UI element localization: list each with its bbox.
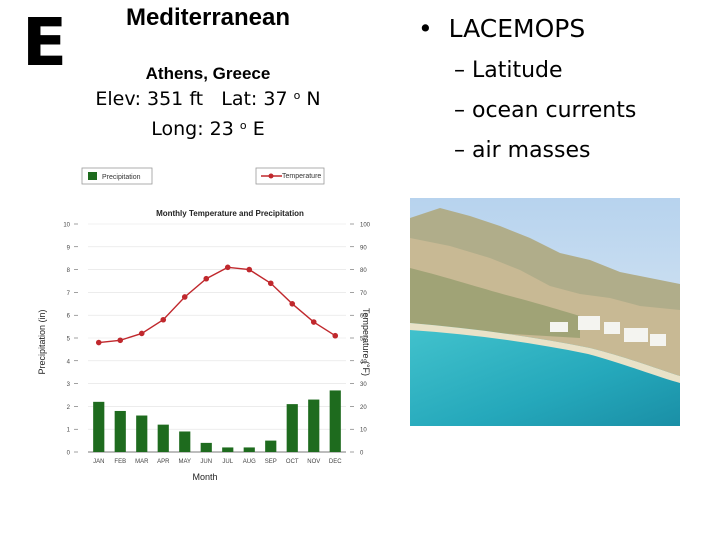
latitude-degree: o (293, 89, 301, 102)
latitude-direction: N (306, 88, 321, 110)
precip-bar-apr (157, 424, 169, 452)
month-label-oct: OCT (286, 459, 299, 465)
tick-label-right: 60 (360, 314, 367, 320)
precip-bar-dec (329, 390, 341, 452)
temperature-point-apr (160, 316, 167, 323)
tick-label-left: 3 (67, 382, 71, 388)
tick-label-right: 100 (360, 223, 371, 229)
chart-title: Monthly Temperature and Precipitation (156, 209, 304, 218)
temperature-point-oct (289, 301, 296, 307)
month-label-mar: MAR (135, 459, 149, 465)
tick-label-left: 6 (67, 314, 71, 320)
tick-label-right: 70 (360, 291, 367, 297)
legend-swatch-precip (88, 172, 97, 180)
tick-label-left: 1 (67, 428, 71, 434)
month-label-may: MAY (178, 459, 191, 465)
month-label-aug: AUG (243, 459, 256, 465)
tick-label-left: 2 (67, 405, 71, 411)
bullet-main-text: LACEMOPS (448, 14, 586, 43)
temperature-point-jul (224, 264, 231, 271)
precip-bar-mar (136, 415, 148, 452)
tick-label-left: 4 (67, 359, 71, 365)
month-label-jun: JUN (200, 459, 212, 465)
city-name: Athens, Greece (145, 64, 271, 83)
precip-bar-may (179, 431, 191, 452)
section-letter: E (22, 4, 68, 81)
tick-label-left: 7 (67, 291, 71, 297)
month-label-nov: NOV (307, 459, 320, 465)
longitude-text: Long: 23 (151, 118, 234, 140)
month-label-feb: FEB (114, 459, 126, 465)
y-axis-right-label: Temperature (°F) (361, 308, 371, 376)
elevation-text: Elev: 351 ft (95, 88, 204, 110)
longitude-line: Long: 23 o E (60, 118, 356, 140)
sub-bullet-text: Latitude (472, 58, 563, 83)
sub-bullet-text: ocean currents (472, 98, 637, 123)
month-label-jul: JUL (222, 459, 233, 465)
tick-label-right: 80 (360, 268, 367, 274)
sub-bullet-air-masses: – air masses (454, 138, 591, 163)
precip-bar-jun (200, 442, 212, 452)
sub-bullet-text: air masses (472, 138, 591, 163)
photo-sea (410, 323, 680, 426)
legend-label-temp: Temperature (282, 173, 321, 180)
legend-box-precip (81, 167, 153, 185)
tick-label-left: 8 (67, 268, 71, 274)
month-label-dec: DEC (329, 459, 342, 465)
y-axis-left-label: Precipitation (in) (37, 309, 47, 374)
temperature-point-may (181, 294, 188, 300)
temperature-point-sep (267, 280, 274, 287)
precip-bar-feb (114, 410, 126, 452)
tick-label-left: 0 (67, 451, 71, 457)
tick-label-left: 10 (63, 223, 70, 229)
sub-bullet-ocean-currents: – ocean currents (454, 98, 637, 123)
legend-box-temp (255, 167, 325, 185)
month-label-sep: SEP (265, 459, 277, 465)
tick-label-left: 9 (67, 245, 71, 251)
temperature-point-feb (117, 337, 124, 344)
tick-label-right: 0 (360, 451, 364, 457)
elevation-latitude-line: Elev: 351 ft Lat: 37 o N (60, 88, 356, 110)
tick-label-right: 10 (360, 428, 367, 434)
tick-label-right: 20 (360, 405, 367, 411)
precip-bar-oct (286, 404, 298, 452)
latitude-text: Lat: 37 (221, 88, 288, 110)
coastal-photo (410, 198, 680, 426)
tick-label-right: 50 (360, 337, 367, 343)
tick-label-right: 40 (360, 359, 367, 365)
precip-bar-aug (243, 447, 255, 452)
temperature-point-jun (203, 275, 210, 282)
temperature-line (98, 266, 336, 344)
precip-bar-sep (265, 440, 277, 452)
sub-bullet-latitude: – Latitude (454, 58, 563, 83)
tick-label-left: 5 (67, 337, 71, 343)
month-label-apr: APR (157, 459, 170, 465)
temperature-point-jan (95, 339, 102, 346)
temperature-point-nov (310, 319, 317, 325)
legend-label-precip: Precipitation (102, 174, 141, 181)
x-axis-label: Month (192, 472, 217, 482)
precip-bar-jan (93, 401, 105, 452)
climate-chart: Precipitation Temperature Monthly Temper… (30, 160, 410, 500)
precip-bar-jul (222, 447, 234, 452)
longitude-direction: E (252, 118, 265, 140)
photo-beach (410, 323, 680, 383)
month-label-jan: JAN (93, 459, 104, 465)
tick-label-right: 30 (360, 382, 367, 388)
tick-label-right: 90 (360, 245, 367, 251)
temperature-point-dec (332, 332, 339, 339)
precip-bar-nov (308, 399, 320, 452)
temperature-point-aug (246, 266, 253, 273)
legend-marker-temp (268, 173, 274, 179)
longitude-degree: o (239, 119, 247, 132)
temperature-point-mar (138, 330, 145, 337)
climate-title: Mediterranean (125, 4, 291, 31)
bullet-main: • LACEMOPS (418, 14, 586, 43)
chart-legend: Precipitation Temperature (81, 167, 325, 185)
photo-vegetation (410, 268, 580, 338)
photo-buildings (550, 316, 666, 346)
